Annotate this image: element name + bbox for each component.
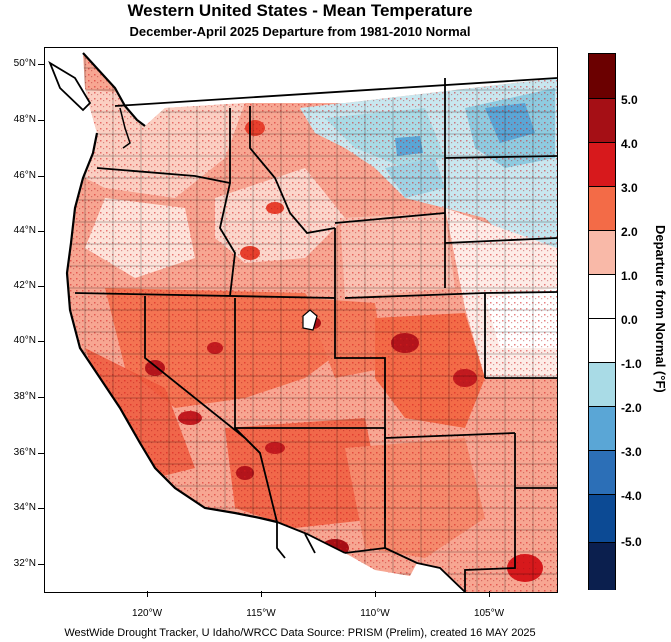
legend-colorbar xyxy=(588,53,616,590)
lat-tick xyxy=(38,508,44,509)
legend-label: -2.0 xyxy=(621,401,642,415)
legend-swatch xyxy=(589,406,615,451)
lat-tick xyxy=(38,453,44,454)
temperature-anomaly-map xyxy=(45,48,557,592)
lon-label-110w: 110°W xyxy=(360,608,390,619)
legend-swatch xyxy=(589,362,615,407)
lon-tick xyxy=(147,591,148,597)
legend-swatch xyxy=(589,98,615,143)
legend-swatch xyxy=(589,274,615,319)
lat-label-32n: 32°N xyxy=(13,558,36,569)
map-panel xyxy=(44,47,558,593)
lat-label-36n: 36°N xyxy=(13,447,36,458)
lat-tick xyxy=(38,64,44,65)
lon-tick xyxy=(261,591,262,597)
lat-label-44n: 44°N xyxy=(13,225,36,236)
lat-label-46n: 46°N xyxy=(13,170,36,181)
lat-label-42n: 42°N xyxy=(13,280,36,291)
legend-label: 1.0 xyxy=(621,269,638,283)
legend-swatch xyxy=(589,186,615,231)
lon-tick xyxy=(489,591,490,597)
legend-swatch xyxy=(589,318,615,363)
lat-tick xyxy=(38,176,44,177)
map-subtitle: December-April 2025 Departure from 1981-… xyxy=(129,24,471,39)
legend-swatch xyxy=(589,450,615,495)
legend-label: 2.0 xyxy=(621,225,638,239)
lat-tick xyxy=(38,564,44,565)
legend-label: 4.0 xyxy=(621,137,638,151)
legend-swatch xyxy=(589,494,615,543)
lat-tick xyxy=(38,286,44,287)
lat-tick xyxy=(38,341,44,342)
legend-swatch xyxy=(589,230,615,275)
legend-swatch xyxy=(589,54,615,98)
legend-label: -1.0 xyxy=(621,357,642,371)
lon-tick xyxy=(375,591,376,597)
lon-label-105w: 105°W xyxy=(473,608,505,619)
lat-label-38n: 38°N xyxy=(13,391,36,402)
lat-tick xyxy=(38,120,44,121)
map-title: Western United States - Mean Temperature xyxy=(127,1,473,20)
legend-label: 3.0 xyxy=(621,181,638,195)
lat-label-34n: 34°N xyxy=(13,502,36,513)
legend-label: -4.0 xyxy=(621,489,642,503)
lon-label-115w: 115°W xyxy=(246,608,276,619)
legend-swatch xyxy=(589,542,615,590)
lat-label-48n: 48°N xyxy=(13,114,36,125)
legend-swatch xyxy=(589,142,615,187)
legend-label: -5.0 xyxy=(621,535,642,549)
legend-label: 5.0 xyxy=(621,93,638,107)
legend-label: 0.0 xyxy=(621,313,638,327)
lat-tick xyxy=(38,397,44,398)
lat-tick xyxy=(38,231,44,232)
lon-label-120w: 120°W xyxy=(131,608,163,619)
lat-label-40n: 40°N xyxy=(13,335,36,346)
legend-title: Departure from Normal (°F) xyxy=(653,225,668,393)
lat-label-50n: 50°N xyxy=(13,58,36,69)
legend-label: -3.0 xyxy=(621,445,642,459)
credit-line: WestWide Drought Tracker, U Idaho/WRCC D… xyxy=(64,627,536,639)
